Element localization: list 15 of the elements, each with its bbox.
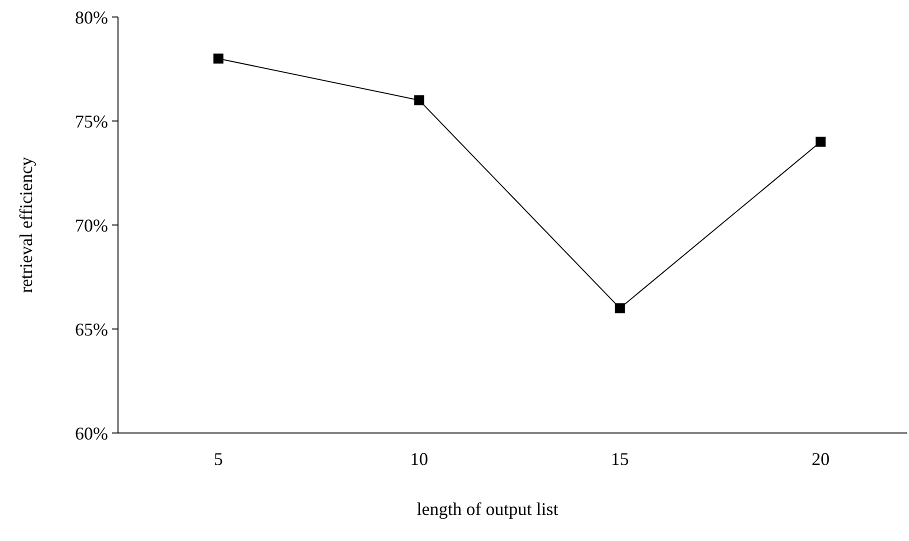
y-tick-label: 70% [75,215,108,236]
point [614,303,625,314]
x-tick-label: 5 [214,449,223,469]
y-tick-label: 75% [75,111,108,132]
y-tick-label: 65% [75,319,108,340]
y-axis-title: retrieval efficiency [16,156,36,294]
x-tick-label: 20 [812,449,830,469]
y-tick-label: 60% [75,423,108,444]
point [816,136,826,147]
x-tick-label: 15 [610,449,629,469]
point [414,95,424,106]
point [213,54,224,64]
y-tick-label: 80% [75,7,108,28]
x-axis-title: length of output list [416,499,558,519]
x-tick-label: 10 [410,449,428,469]
